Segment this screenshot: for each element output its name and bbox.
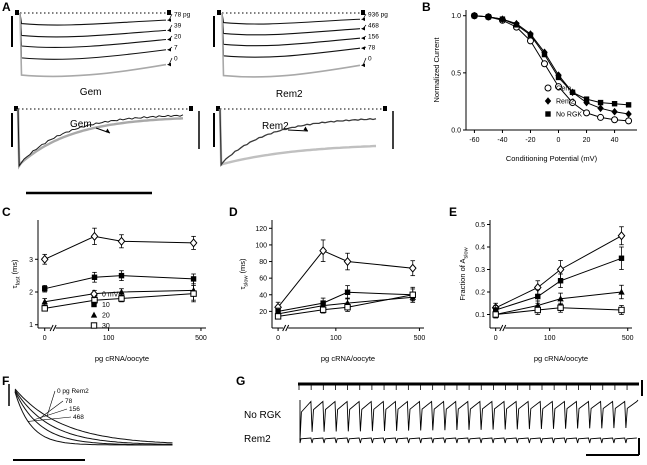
svg-text:No RGK: No RGK bbox=[556, 112, 582, 119]
svg-text:78: 78 bbox=[65, 398, 73, 405]
svg-text:τslow (ms): τslow (ms) bbox=[238, 258, 250, 290]
svg-text:Rem2: Rem2 bbox=[262, 121, 289, 132]
svg-text:No RGK: No RGK bbox=[244, 410, 282, 421]
recovery-trace-svg: Gem bbox=[11, 106, 200, 195]
svg-text:0.4: 0.4 bbox=[475, 245, 485, 252]
svg-text:80: 80 bbox=[259, 259, 267, 266]
svg-text:156: 156 bbox=[69, 406, 80, 413]
chart-fraction-aslow: 0 100 500 0.1 0.2 0.3 0.4 0.5 pg cRNA/oocyte Frac… bbox=[456, 212, 644, 364]
svg-text:0: 0 bbox=[494, 335, 498, 342]
svg-text:-60: -60 bbox=[469, 137, 479, 144]
svg-text:20: 20 bbox=[102, 313, 110, 320]
trace-family-svg: 78 pg 39 20 7 0 Gem bbox=[11, 10, 191, 98]
panel-label-a: A bbox=[2, 0, 11, 14]
svg-text:100: 100 bbox=[255, 242, 267, 249]
svg-text:500: 500 bbox=[414, 335, 426, 342]
svg-text:0.5: 0.5 bbox=[451, 70, 461, 77]
svg-text:pg cRNA/oocyte: pg cRNA/oocyte bbox=[95, 354, 149, 363]
svg-text:0.0: 0.0 bbox=[451, 128, 461, 135]
svg-text:Rem2: Rem2 bbox=[276, 89, 303, 100]
panel-label-f: F bbox=[2, 374, 10, 388]
trace-family-svg: 936 pg 468 156 78 0 Rem2 bbox=[213, 10, 388, 100]
panel-label-b: B bbox=[422, 0, 431, 14]
panel-g-pulse-trains: No RGK Rem2 bbox=[242, 378, 645, 463]
chart-B-svg: -60 -40 -20 0 20 40 0.0 0.5 1.0 Conditioning Pote… bbox=[432, 10, 637, 163]
svg-text:0.1: 0.1 bbox=[475, 312, 485, 319]
svg-text:3: 3 bbox=[29, 257, 33, 264]
chart-C-svg: 0 100 500 1 2 3 pg cRNA/oocyte τfast (ms) 0 mV 10… bbox=[10, 220, 207, 363]
chart-E-svg: 0 100 500 0.1 0.2 0.3 0.4 0.5 pg cRNA/oocyte Frac… bbox=[458, 220, 634, 363]
svg-text:Fraction of Aslow: Fraction of Aslow bbox=[458, 247, 470, 300]
svg-text:10: 10 bbox=[102, 302, 110, 309]
svg-text:39: 39 bbox=[174, 23, 182, 30]
svg-text:100: 100 bbox=[330, 335, 342, 342]
svg-text:Normalized Current: Normalized Current bbox=[432, 37, 441, 103]
svg-text:500: 500 bbox=[622, 335, 634, 342]
panel-a-rem2-recovery-trace: Rem2 bbox=[212, 101, 396, 195]
svg-text:60: 60 bbox=[259, 276, 267, 283]
svg-text:468: 468 bbox=[73, 414, 84, 421]
svg-text:78 pg: 78 pg bbox=[174, 12, 191, 19]
svg-text:-40: -40 bbox=[497, 137, 507, 144]
chart-tau-slow: 0 100 500 20 40 60 80 100 120 pg cRNA/oocyte τslow… bbox=[236, 212, 436, 364]
svg-text:120: 120 bbox=[255, 226, 267, 233]
svg-text:0.5: 0.5 bbox=[475, 222, 485, 229]
svg-text:20: 20 bbox=[583, 137, 591, 144]
svg-text:0: 0 bbox=[368, 56, 372, 63]
svg-text:Gem: Gem bbox=[556, 86, 571, 93]
svg-text:0: 0 bbox=[276, 335, 280, 342]
chart-D-svg: 0 100 500 20 40 60 80 100 120 pg cRNA/oocyte τslow… bbox=[238, 220, 426, 363]
svg-text:0 mV: 0 mV bbox=[102, 292, 119, 299]
chart-normalized-current: -60 -40 -20 0 20 40 0.0 0.5 1.0 Conditioning Pote… bbox=[430, 2, 645, 164]
recovery-trace-svg: Rem2 bbox=[213, 106, 394, 167]
svg-text:0: 0 bbox=[174, 56, 178, 63]
svg-text:936 pg: 936 pg bbox=[368, 12, 388, 19]
svg-text:-20: -20 bbox=[525, 137, 535, 144]
svg-text:40: 40 bbox=[611, 137, 619, 144]
svg-text:500: 500 bbox=[195, 335, 207, 342]
svg-text:156: 156 bbox=[368, 34, 379, 41]
svg-text:1.0: 1.0 bbox=[451, 13, 461, 20]
svg-text:20: 20 bbox=[174, 34, 182, 41]
svg-text:0: 0 bbox=[557, 137, 561, 144]
svg-text:Gem: Gem bbox=[80, 87, 102, 98]
svg-text:0.3: 0.3 bbox=[475, 267, 485, 274]
svg-text:τfast (ms): τfast (ms) bbox=[10, 259, 22, 288]
svg-text:30: 30 bbox=[102, 323, 110, 330]
svg-text:40: 40 bbox=[259, 292, 267, 299]
svg-text:0.2: 0.2 bbox=[475, 290, 485, 297]
svg-text:78: 78 bbox=[368, 45, 376, 52]
panel-f-decay-traces: 0 pg Rem2 78 156 468 bbox=[5, 380, 180, 463]
svg-text:Rem2: Rem2 bbox=[244, 434, 271, 445]
svg-text:7: 7 bbox=[174, 45, 178, 52]
svg-text:468: 468 bbox=[368, 23, 379, 30]
panel-label-g: G bbox=[236, 374, 246, 388]
svg-text:0: 0 bbox=[43, 335, 47, 342]
svg-text:0 pg Rem2: 0 pg Rem2 bbox=[57, 388, 89, 395]
svg-text:pg cRNA/oocyte: pg cRNA/oocyte bbox=[534, 354, 588, 363]
chart-tau-fast: 0 100 500 1 2 3 pg cRNA/oocyte τfast (ms) 0 mV 10… bbox=[8, 212, 218, 364]
svg-text:Gem: Gem bbox=[70, 119, 92, 130]
panel-label-d: D bbox=[229, 205, 238, 219]
svg-text:20: 20 bbox=[259, 309, 267, 316]
panel-a-rem2-trace-family: 936 pg 468 156 78 0 Rem2 bbox=[212, 3, 396, 103]
svg-text:2: 2 bbox=[29, 290, 33, 297]
svg-text:pg cRNA/oocyte: pg cRNA/oocyte bbox=[321, 354, 375, 363]
pulse-trains-svg: No RGK Rem2 bbox=[244, 380, 643, 456]
svg-text:100: 100 bbox=[103, 335, 115, 342]
svg-text:1: 1 bbox=[29, 322, 33, 329]
svg-text:Conditioning Potential (mV): Conditioning Potential (mV) bbox=[506, 154, 598, 163]
panel-a-gem-trace-family: 78 pg 39 20 7 0 Gem bbox=[10, 3, 202, 101]
panel-label-c: C bbox=[2, 205, 11, 219]
svg-text:Rem2: Rem2 bbox=[556, 99, 575, 106]
panel-label-e: E bbox=[449, 205, 458, 219]
panel-a-gem-recovery-trace: Gem bbox=[10, 101, 202, 198]
svg-text:100: 100 bbox=[544, 335, 556, 342]
